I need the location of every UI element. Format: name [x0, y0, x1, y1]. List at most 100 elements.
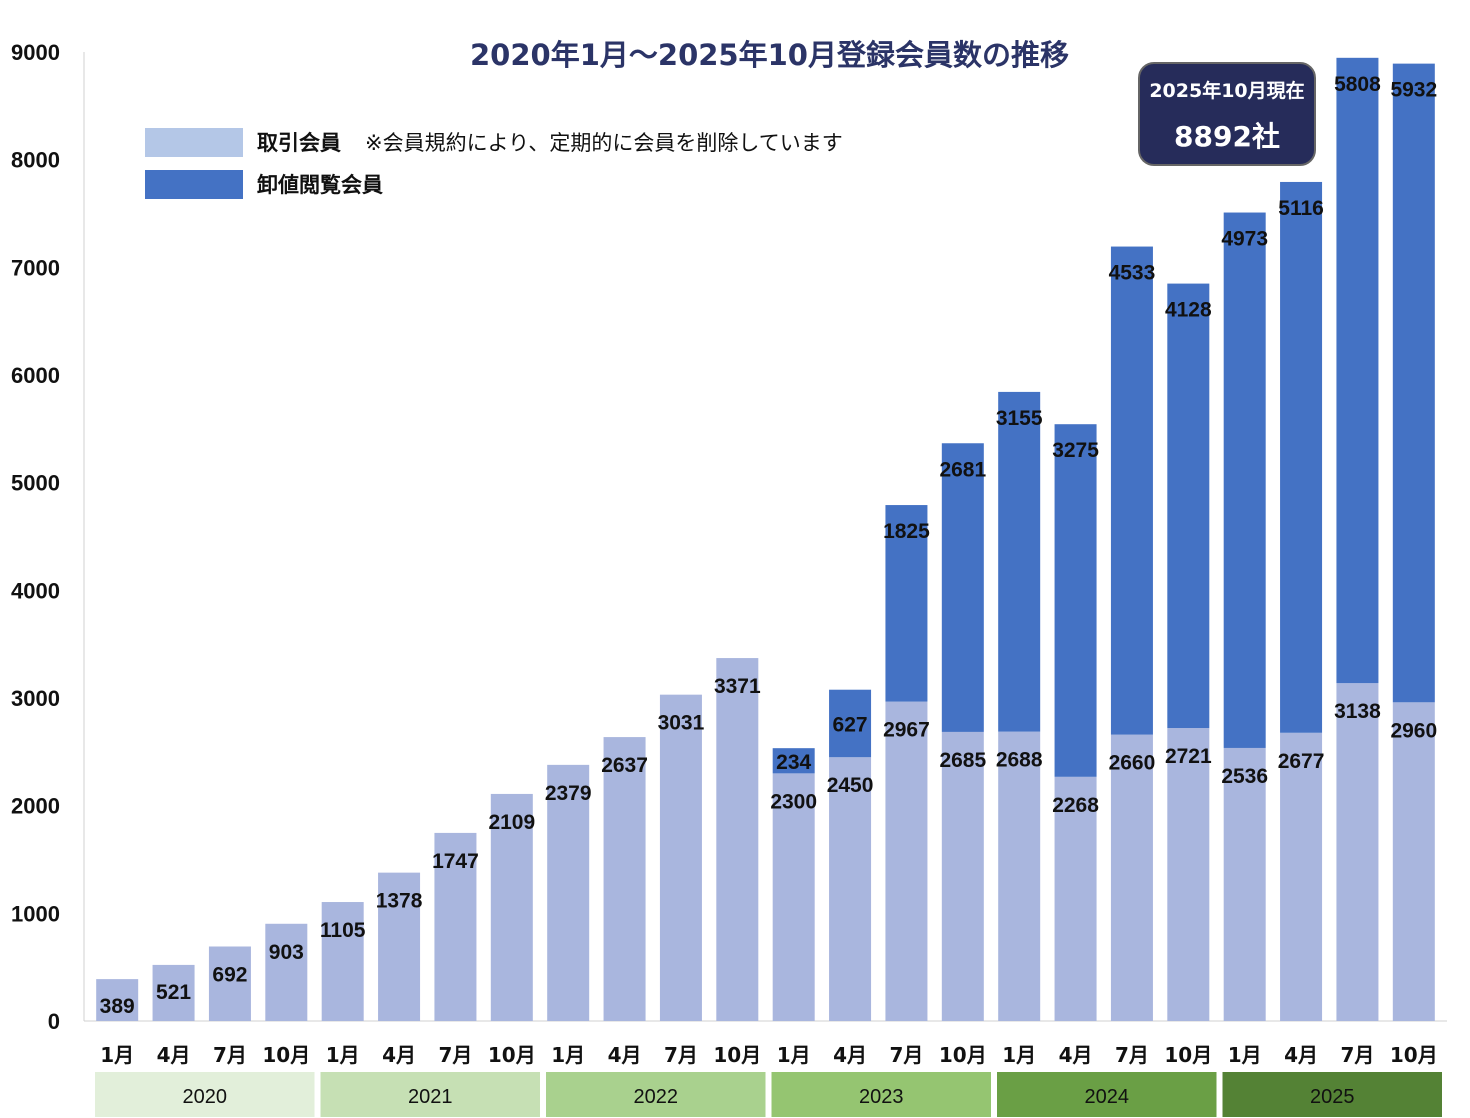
data-label-wholesale: 4973 [1221, 228, 1268, 251]
data-label-wholesale: 2681 [939, 458, 986, 481]
bar-wholesale [1054, 424, 1097, 777]
bar-trading [152, 964, 195, 1021]
data-label-wholesale: 234 [776, 751, 811, 774]
legend-label-trading: 取引会員 [257, 131, 341, 155]
data-label-trading: 3138 [1334, 700, 1381, 723]
x-tick-label: 4月 [157, 1043, 191, 1067]
year-band [95, 1072, 315, 1117]
bar-trading [1223, 747, 1266, 1021]
year-label: 2022 [634, 1086, 679, 1108]
data-label-trading: 2379 [545, 782, 592, 805]
bar-wholesale [885, 505, 928, 702]
x-tick-label: 1月 [100, 1043, 134, 1067]
y-tick-label: 2000 [11, 794, 60, 819]
x-tick-label: 10月 [713, 1043, 761, 1067]
data-label-trading: 692 [212, 963, 247, 986]
bar-trading [998, 731, 1041, 1021]
bar-trading [885, 701, 928, 1021]
bar-wholesale [1223, 212, 1266, 748]
total-badge: 2025年10月現在 8892社 [1138, 62, 1316, 166]
y-tick-label: 4000 [11, 578, 60, 603]
bar-trading [1054, 776, 1097, 1021]
x-tick-label: 4月 [382, 1043, 416, 1067]
y-tick-label: 6000 [11, 363, 60, 388]
bar-wholesale [1280, 181, 1323, 733]
bar-wholesale [1167, 283, 1210, 729]
bar-trading [1280, 732, 1323, 1021]
bar-trading [941, 731, 984, 1021]
badge-date: 2025年10月現在 [1149, 80, 1305, 102]
data-label-wholesale: 4128 [1165, 299, 1212, 322]
y-tick-label: 3000 [11, 686, 60, 711]
y-tick-label: 8000 [11, 148, 60, 173]
legend: 取引会員 ※会員規約により、定期的に会員を削除しています 卸値閲覧会員 [145, 121, 843, 205]
bar-trading [603, 737, 646, 1021]
year-label: 2023 [859, 1086, 904, 1108]
x-tick-label: 10月 [1164, 1043, 1212, 1067]
data-label-trading: 2960 [1390, 719, 1437, 742]
bar-trading [96, 979, 139, 1021]
chart-title: 2020年1月～2025年10月登録会員数の推移 [470, 38, 1069, 72]
y-tick-label: 0 [48, 1009, 60, 1034]
data-label-trading: 1747 [432, 850, 479, 873]
data-label-trading: 2660 [1109, 752, 1156, 775]
legend-swatch-wholesale [145, 169, 243, 199]
x-tick-label: 10月 [262, 1043, 310, 1067]
year-label: 2024 [1085, 1086, 1130, 1108]
x-tick-label: 7月 [664, 1043, 698, 1067]
bar-trading [659, 694, 702, 1021]
data-label-wholesale: 4533 [1109, 262, 1156, 285]
legend-note: ※会員規約により、定期的に会員を削除しています [365, 131, 843, 155]
y-tick-label: 5000 [11, 471, 60, 496]
x-tick-label: 7月 [889, 1043, 923, 1067]
bar-trading [829, 757, 872, 1021]
bar-wholesale [1392, 63, 1435, 703]
data-label-trading: 903 [269, 941, 304, 964]
year-band [1222, 1072, 1442, 1117]
x-tick-label: 1月 [551, 1043, 585, 1067]
x-tick-label: 10月 [939, 1043, 987, 1067]
data-label-wholesale: 5808 [1334, 73, 1381, 96]
year-band [997, 1072, 1217, 1117]
bar-trading [490, 793, 533, 1021]
data-label-trading: 2300 [770, 790, 817, 813]
legend-item-wholesale: 卸値閲覧会員 [145, 163, 843, 205]
data-label-wholesale: 627 [833, 713, 868, 736]
data-label-trading: 521 [156, 981, 191, 1004]
bar-trading [716, 658, 759, 1021]
year-label: 2021 [408, 1086, 453, 1108]
x-tick-label: 7月 [1340, 1043, 1374, 1067]
y-tick-label: 7000 [11, 255, 60, 280]
x-tick-label: 7月 [1115, 1043, 1149, 1067]
legend-item-trading: 取引会員 ※会員規約により、定期的に会員を削除しています [145, 121, 843, 163]
data-label-trading: 2677 [1278, 750, 1325, 773]
x-tick-label: 1月 [1002, 1043, 1036, 1067]
x-tick-label: 4月 [1059, 1043, 1093, 1067]
bar-trading [265, 923, 308, 1021]
x-tick-label: 1月 [1228, 1043, 1262, 1067]
year-band [546, 1072, 766, 1117]
bar-trading [208, 946, 251, 1021]
data-label-trading: 2685 [939, 749, 986, 772]
x-tick-label: 4月 [833, 1043, 867, 1067]
bar-trading [378, 872, 421, 1021]
x-tick-label: 1月 [777, 1043, 811, 1067]
legend-swatch-trading [145, 127, 243, 157]
bar-trading [1392, 702, 1435, 1021]
y-tick-label: 9000 [11, 40, 60, 65]
data-label-wholesale: 5932 [1390, 79, 1437, 102]
bar-trading [321, 902, 364, 1021]
data-label-trading: 2109 [488, 811, 535, 834]
data-label-trading: 3371 [714, 675, 761, 698]
x-tick-label: 10月 [488, 1043, 536, 1067]
bar-wholesale [998, 391, 1041, 732]
bar-wholesale [829, 689, 872, 758]
bar-wholesale [772, 748, 815, 774]
x-tick-label: 4月 [608, 1043, 642, 1067]
data-label-trading: 2967 [883, 719, 930, 742]
data-label-trading: 2637 [601, 754, 648, 777]
x-tick-label: 7月 [438, 1043, 472, 1067]
bar-wholesale [1110, 246, 1153, 735]
data-label-trading: 2688 [996, 749, 1043, 772]
